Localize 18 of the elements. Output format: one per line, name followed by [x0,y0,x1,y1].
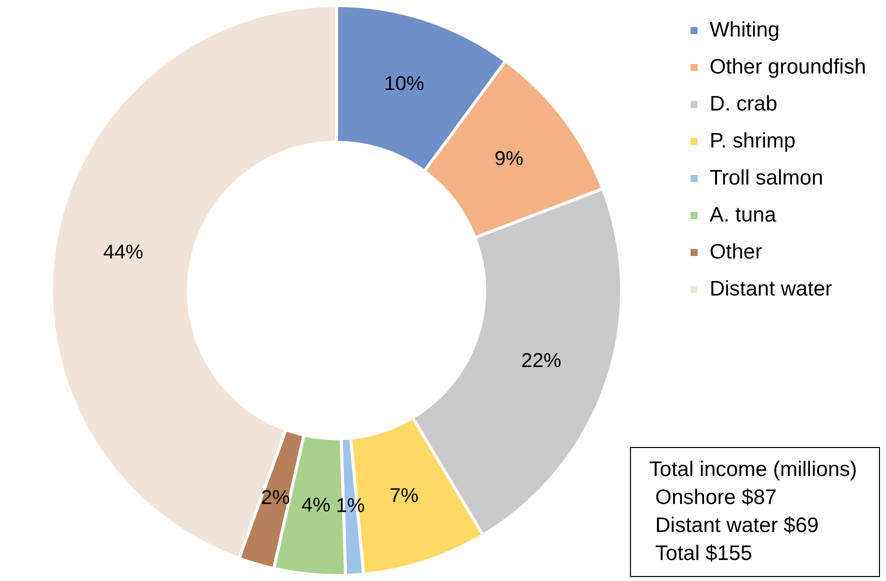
data-label: 44% [103,241,144,264]
legend-label: Other [710,240,762,264]
text: Onshore $87 [654,485,778,511]
legend-label: P. shrimp [710,129,796,152]
text: Total income (millions) [649,457,857,483]
legend-label: Whiting [710,18,780,42]
data-label: 7% [390,484,419,507]
legend-label: Other groundfish [710,55,866,78]
text: Distant water $69 [654,513,820,539]
data-label: 9% [494,148,524,170]
data-label: 10% [384,73,424,96]
legend-label: Troll salmon [710,166,824,190]
data-label: 22% [521,350,562,372]
legend-label: Distant water [710,277,832,300]
data-label: 4% [301,494,331,517]
text: Total $155 [654,541,754,567]
legend-label: D. crab [710,92,778,116]
legend-label: A. tuna [710,203,776,226]
